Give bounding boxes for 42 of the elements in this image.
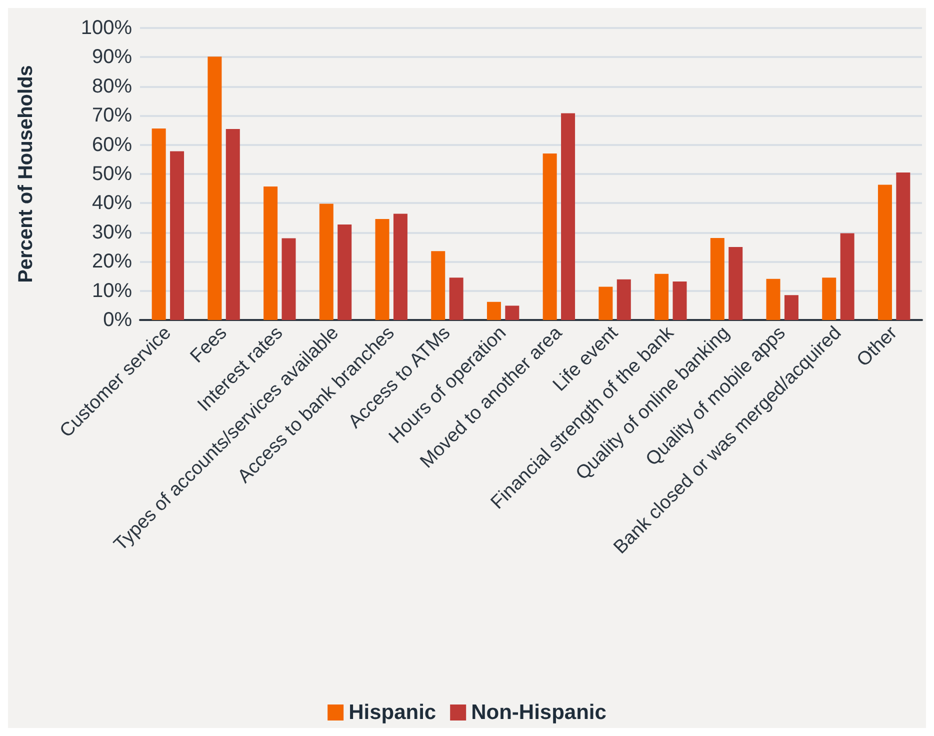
bar	[561, 113, 576, 320]
bar	[375, 218, 390, 320]
bar	[393, 214, 408, 320]
bar	[822, 278, 836, 320]
y-tick-label: 50%	[92, 163, 132, 185]
y-axis-title: Percent of Households	[15, 65, 37, 283]
bar	[672, 281, 687, 320]
bar	[170, 151, 184, 320]
bar	[152, 128, 166, 320]
y-tick-label: 100%	[80, 17, 132, 39]
bar	[226, 129, 240, 320]
bar	[505, 306, 520, 320]
bar	[449, 278, 464, 320]
y-tick-label: 30%	[92, 221, 132, 244]
bar	[616, 279, 631, 320]
bar	[208, 56, 222, 320]
bar	[338, 224, 352, 320]
y-tick-label: 20%	[92, 250, 132, 273]
bar	[896, 172, 910, 320]
y-tick-label: 80%	[92, 75, 132, 98]
bar	[728, 247, 743, 320]
y-tick-label: 0%	[103, 309, 132, 331]
y-tick-label: 60%	[92, 134, 132, 156]
legend-label: Non-Hispanic	[471, 701, 607, 724]
bar	[784, 295, 798, 320]
bar	[486, 302, 501, 320]
bar	[766, 278, 780, 320]
bar	[319, 204, 334, 320]
bar	[878, 184, 892, 320]
legend-label: Hispanic	[348, 701, 436, 724]
y-tick-label: 40%	[92, 192, 132, 214]
bar	[598, 286, 613, 320]
bar	[542, 154, 557, 320]
bar	[264, 186, 278, 320]
bar	[431, 251, 446, 320]
bar	[654, 274, 669, 320]
bar	[840, 233, 854, 320]
y-tick-label: 10%	[92, 280, 132, 302]
bar	[282, 238, 296, 320]
y-tick-label: 90%	[92, 46, 132, 68]
bar	[710, 238, 724, 320]
y-tick-label: 70%	[92, 104, 132, 127]
